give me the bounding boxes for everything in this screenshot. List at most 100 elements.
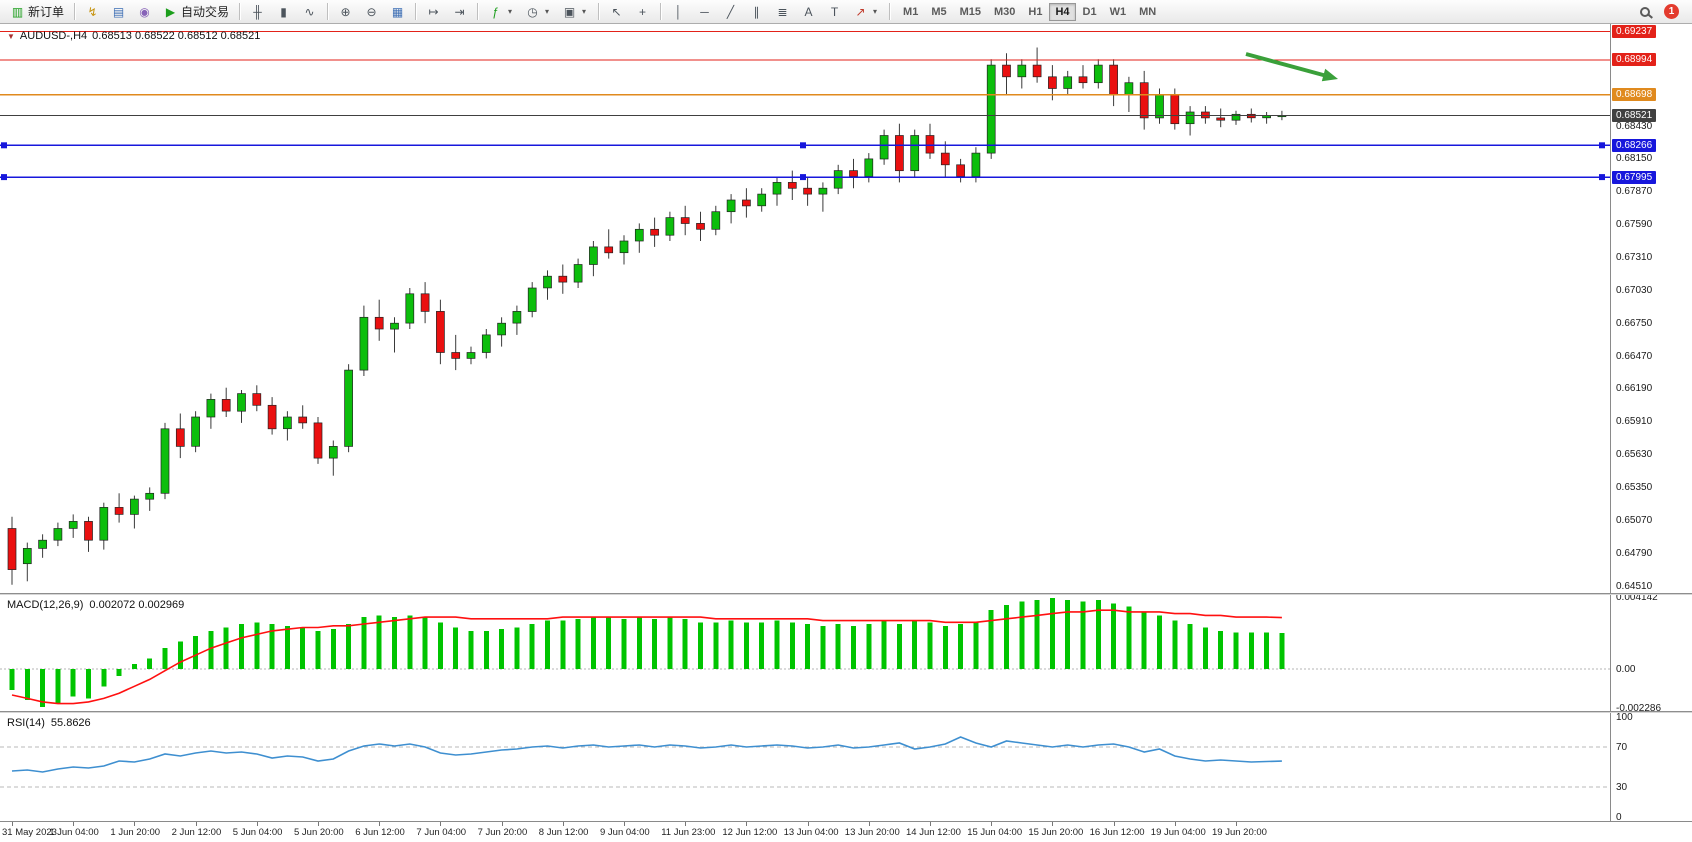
candle-body [84, 521, 93, 541]
auto-scroll-button[interactable]: ↦ [421, 2, 446, 22]
dropdown-caret-icon: ▾ [545, 6, 550, 16]
trendline-button[interactable]: ╱ [718, 2, 743, 22]
cursor-button[interactable]: ↖ [604, 2, 629, 22]
time-tick [807, 822, 809, 826]
channel-button[interactable]: ∥ [744, 2, 769, 22]
zoom-out-button[interactable]: ⊖ [359, 2, 384, 22]
axis-tick-label: 0.65910 [1616, 416, 1653, 428]
price-chart-canvas[interactable] [0, 24, 1610, 593]
line-handle[interactable] [800, 142, 806, 149]
time-label: 14 Jun 12:00 [906, 827, 961, 838]
candle-body [298, 416, 308, 424]
axis-tick-label: 0.68150 [1616, 153, 1653, 165]
chart-wizard-button[interactable]: ↯ [80, 2, 105, 22]
horizontal-line-button[interactable]: ─ [692, 2, 717, 22]
candle-body [1093, 64, 1103, 84]
tile-windows-button[interactable]: ▦ [385, 2, 410, 22]
line-handle[interactable] [1, 142, 7, 149]
time-label: 1 Jun 04:00 [49, 827, 99, 838]
horizontal-line-icon: ─ [700, 4, 709, 19]
label-tool-button[interactable]: T [822, 2, 847, 22]
candlestick-button[interactable]: ▮ [271, 2, 296, 22]
line-chart-button[interactable]: ∿ [297, 2, 322, 22]
line-handle[interactable] [1, 174, 7, 181]
trend-arrow-head[interactable] [1321, 68, 1338, 82]
price-badge: 0.67995 [1612, 170, 1657, 184]
crosshair-button[interactable]: + [630, 2, 655, 22]
tile-windows-icon: ▦ [391, 4, 404, 19]
macd-values: 0.002072 0.002969 [89, 599, 185, 611]
candle-body [481, 334, 491, 353]
price-badge: 0.69237 [1612, 24, 1657, 38]
new-order-button[interactable]: ▥ 新订单 [5, 2, 69, 22]
rsi-value: 55.8626 [50, 717, 91, 729]
zoom-in-button[interactable]: ⊕ [333, 2, 358, 22]
trend-arrow-annotation[interactable] [1245, 52, 1326, 78]
collapse-triangle-icon[interactable]: ▼ [7, 31, 15, 41]
toolbar-separator [477, 3, 479, 20]
timeframe-w1-button[interactable]: W1 [1104, 3, 1133, 21]
time-label: 1 Jun 20:00 [110, 827, 161, 838]
new-order-icon: ▥ [11, 4, 24, 19]
price-axis[interactable]: 0.69237 0.68994 0.68698 0.68521 0.68266 0.679… [1610, 24, 1692, 823]
line-handle[interactable] [800, 174, 806, 181]
time-label: 12 Jun 12:00 [722, 827, 778, 838]
chart-shift-button[interactable]: ⇥ [447, 2, 472, 22]
toolbar-separator [239, 3, 241, 20]
indicators-button[interactable]: ƒ ▾ [483, 2, 519, 22]
candle-body [191, 416, 200, 447]
timeframe-d1-button[interactable]: D1 [1077, 3, 1103, 21]
time-axis[interactable]: 31 May 2023 1 Jun 04:00 1 Jun 20:00 2 Jun 1… [0, 821, 1692, 842]
candle-body [405, 293, 415, 324]
arrows-tool-button[interactable]: ↗ ▾ [848, 2, 884, 22]
main-toolbar: ▥ 新订单 ↯ ▤ ◉ ▶ 自动交易 ╫ ▮ ∿ ⊕ ⊖ ▦ ↦ ⇥ ƒ ▾ ◷… [0, 0, 1692, 24]
community-button[interactable]: ◉ [132, 2, 157, 22]
pane-separator[interactable] [0, 593, 1692, 595]
line-handle[interactable] [1599, 174, 1605, 181]
candle-body [237, 393, 246, 412]
line-handle[interactable] [1599, 142, 1605, 149]
time-tick [991, 822, 993, 826]
time-tick [501, 822, 503, 826]
candle-body [910, 135, 920, 172]
periods-button[interactable]: ◷ ▾ [520, 2, 556, 22]
indicators-icon: ƒ [492, 4, 499, 19]
timeframe-m15-button[interactable]: M15 [954, 3, 987, 21]
timeframe-m1-button[interactable]: M1 [897, 3, 924, 21]
templates-button[interactable]: ▣ ▾ [557, 2, 593, 22]
market-watch-button[interactable]: ▤ [106, 2, 131, 22]
candle-body [1185, 111, 1195, 125]
time-label: 19 Jun 04:00 [1150, 827, 1206, 838]
candle-body [374, 316, 384, 330]
candle-body [497, 322, 506, 336]
candle-body [665, 217, 675, 236]
candle-body [971, 152, 981, 177]
timeframe-m30-button[interactable]: M30 [988, 3, 1021, 21]
notification-badge[interactable]: 1 [1664, 4, 1679, 19]
time-tick [868, 822, 870, 826]
bar-chart-button[interactable]: ╫ [245, 2, 270, 22]
time-label: 15 Jun 04:00 [967, 827, 1023, 838]
macd-name: MACD(12,26,9) [7, 599, 84, 611]
macd-canvas[interactable] [0, 595, 1610, 711]
time-label: 16 Jun 12:00 [1089, 827, 1145, 838]
time-label: 15 Jun 20:00 [1028, 827, 1084, 838]
candle-body [757, 193, 767, 207]
fibonacci-button[interactable]: ≣ [770, 2, 795, 22]
text-tool-button[interactable]: A [796, 2, 821, 22]
candle-body [206, 399, 216, 418]
axis-tick-label: 0.64510 [1616, 580, 1653, 592]
candle-body [680, 217, 690, 224]
time-label: 13 Jun 04:00 [783, 827, 839, 838]
timeframe-h1-button[interactable]: H1 [1022, 3, 1048, 21]
pane-separator[interactable] [0, 711, 1692, 713]
autotrading-button[interactable]: ▶ 自动交易 [158, 2, 234, 22]
timeframe-mn-button[interactable]: MN [1133, 3, 1162, 21]
timeframe-m5-button[interactable]: M5 [925, 3, 952, 21]
timeframe-h4-button[interactable]: H4 [1049, 2, 1076, 21]
rsi-canvas[interactable] [0, 713, 1610, 821]
search-icon[interactable] [1640, 6, 1650, 17]
vertical-line-button[interactable]: │ [666, 2, 691, 22]
chart-wizard-icon: ↯ [87, 4, 98, 19]
vertical-line-icon: │ [674, 4, 683, 19]
